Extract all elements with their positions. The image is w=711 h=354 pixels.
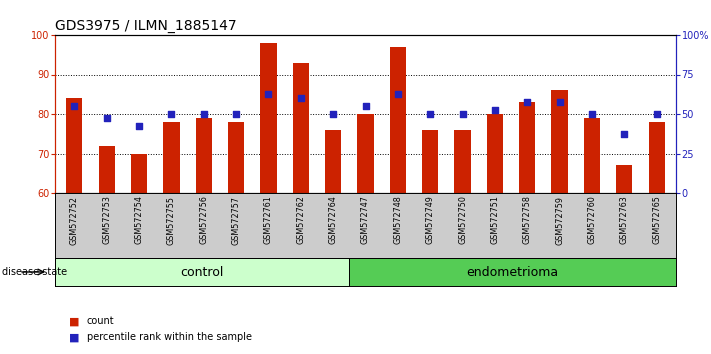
Point: [392, 91, 404, 97]
Text: endometrioma: endometrioma: [466, 266, 559, 279]
Point: [457, 111, 469, 117]
Text: GSM572751: GSM572751: [491, 196, 499, 245]
Bar: [131, 154, 147, 193]
Bar: [99, 145, 115, 193]
Bar: [519, 102, 535, 193]
Bar: [228, 122, 244, 193]
Text: count: count: [87, 316, 114, 326]
Point: [586, 111, 597, 117]
Text: GSM572750: GSM572750: [458, 196, 467, 245]
Point: [263, 91, 274, 97]
Text: GSM572747: GSM572747: [361, 196, 370, 245]
Bar: [349, 258, 676, 286]
Point: [134, 123, 145, 129]
Bar: [454, 130, 471, 193]
Text: GSM572760: GSM572760: [587, 196, 597, 244]
Point: [554, 99, 565, 105]
Point: [69, 103, 80, 109]
Point: [166, 111, 177, 117]
Text: GSM572756: GSM572756: [199, 196, 208, 245]
Point: [424, 111, 436, 117]
Bar: [358, 114, 373, 193]
Bar: [390, 47, 406, 193]
Point: [360, 103, 371, 109]
Text: GSM572758: GSM572758: [523, 196, 532, 245]
Text: control: control: [181, 266, 224, 279]
Text: GSM572761: GSM572761: [264, 196, 273, 244]
Point: [489, 107, 501, 113]
Point: [328, 111, 339, 117]
Bar: [552, 90, 567, 193]
Bar: [164, 122, 179, 193]
Text: GSM572749: GSM572749: [426, 196, 434, 245]
Text: GSM572762: GSM572762: [296, 196, 305, 245]
Bar: [66, 98, 82, 193]
Bar: [584, 118, 600, 193]
Bar: [648, 122, 665, 193]
Text: GSM572754: GSM572754: [134, 196, 144, 245]
Point: [295, 95, 306, 101]
Text: GSM572755: GSM572755: [167, 196, 176, 245]
Point: [651, 111, 662, 117]
Text: GSM572764: GSM572764: [328, 196, 338, 244]
Point: [230, 111, 242, 117]
Point: [198, 111, 210, 117]
Text: GSM572763: GSM572763: [620, 196, 629, 244]
Point: [619, 131, 630, 137]
Text: disease state: disease state: [2, 267, 68, 277]
Point: [101, 115, 112, 121]
Text: GSM572759: GSM572759: [555, 196, 564, 245]
Point: [522, 99, 533, 105]
Bar: [260, 43, 277, 193]
Bar: [196, 118, 212, 193]
Text: GSM572748: GSM572748: [393, 196, 402, 244]
Bar: [422, 130, 438, 193]
Text: GSM572753: GSM572753: [102, 196, 111, 245]
Text: GSM572752: GSM572752: [70, 196, 79, 245]
Text: ■: ■: [69, 316, 80, 326]
Text: percentile rank within the sample: percentile rank within the sample: [87, 332, 252, 342]
Text: GSM572765: GSM572765: [652, 196, 661, 245]
Bar: [487, 114, 503, 193]
Bar: [293, 63, 309, 193]
Text: GDS3975 / ILMN_1885147: GDS3975 / ILMN_1885147: [55, 19, 237, 33]
Bar: [616, 165, 632, 193]
Bar: [325, 130, 341, 193]
Text: GSM572757: GSM572757: [232, 196, 240, 245]
Text: ■: ■: [69, 332, 80, 342]
Bar: [55, 258, 349, 286]
